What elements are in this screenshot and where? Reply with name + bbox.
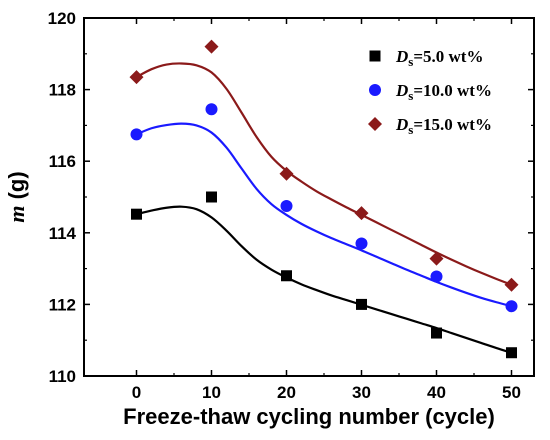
data-point-series-1 — [356, 298, 367, 310]
x-tick-label: 20 — [277, 383, 296, 402]
y-tick-label: 114 — [49, 224, 77, 243]
data-point-series-1 — [206, 191, 217, 203]
y-tick-label: 118 — [49, 81, 76, 100]
data-point-series-2 — [430, 270, 443, 283]
legend: Ds=5.0 wt% Ds=10.0 wt% Ds=15.0 wt% — [368, 47, 492, 137]
data-point-series-3 — [204, 39, 219, 54]
legend-marker-series-3 — [368, 117, 382, 131]
data-point-series-1 — [131, 208, 142, 220]
legend-marker-series-2 — [369, 84, 381, 96]
x-tick-label: 40 — [427, 383, 446, 402]
data-point-series-3 — [354, 206, 369, 221]
data-point-series-1 — [281, 270, 292, 282]
x-axis-title: Freeze-thaw cycling number (cycle) — [123, 404, 495, 429]
y-axis-symbol: m — [4, 206, 29, 223]
fit-curves — [135, 62, 512, 354]
x-tick-label: 30 — [352, 383, 371, 402]
data-point-series-2 — [130, 128, 143, 141]
y-tick-label: 112 — [49, 295, 76, 314]
data-point-series-3 — [429, 251, 444, 266]
legend-marker-series-1 — [369, 50, 381, 62]
legend-label-series-2: Ds=10.0 wt% — [395, 81, 492, 103]
y-axis-unit: (g) — [4, 171, 29, 205]
y-tick-label: 116 — [49, 152, 76, 171]
fit-curve-series-3 — [135, 62, 512, 286]
x-tick-label: 50 — [502, 383, 521, 402]
data-point-series-2 — [205, 103, 218, 116]
data-point-series-1 — [506, 347, 517, 359]
data-point-series-2 — [355, 237, 368, 250]
data-point-series-3 — [279, 166, 294, 181]
data-point-series-3 — [129, 70, 144, 85]
data-point-series-3 — [504, 277, 519, 292]
legend-label-series-1: Ds=5.0 wt% — [395, 47, 483, 69]
data-point-series-1 — [431, 327, 442, 339]
x-tick-label: 0 — [132, 383, 141, 402]
legend-label-series-3: Ds=15.0 wt% — [395, 115, 492, 137]
x-tick-label: 10 — [202, 383, 221, 402]
axes: 0 10 20 30 40 50 110 112 114 116 118 120 — [48, 9, 534, 402]
y-tick-label: 110 — [49, 367, 76, 386]
y-tick-label: 120 — [48, 9, 76, 28]
fit-curve-series-2 — [136, 122, 512, 308]
data-point-series-2 — [505, 300, 518, 313]
data-point-series-2 — [280, 199, 293, 212]
data-markers — [129, 39, 519, 359]
plot-frame — [83, 17, 535, 377]
fit-curve-series-1 — [136, 205, 512, 354]
y-axis-title: m (g) — [4, 171, 29, 222]
